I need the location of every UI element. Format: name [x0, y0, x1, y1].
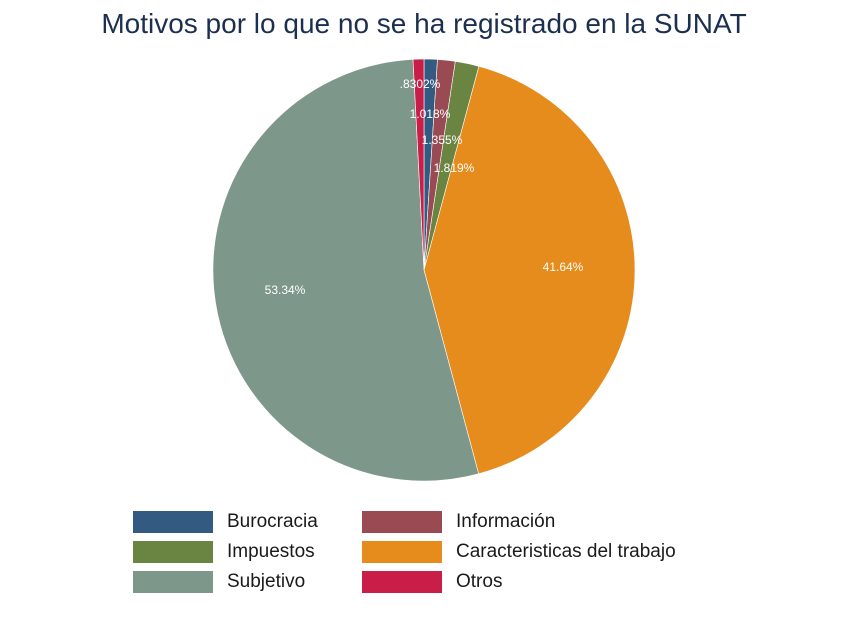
legend-label: Impuestos: [227, 541, 315, 562]
legend-item: Caracteristicas del trabajo: [362, 541, 676, 563]
legend-label: Burocracia: [227, 511, 318, 532]
chart-title: Motivos por lo que no se ha registrado e…: [101, 8, 747, 39]
pie-slice-subjetivo: [212, 58, 480, 482]
legend-swatch: [362, 511, 442, 533]
pie-labels: 1.018% 1.355% 1.819% 41.64% 53.34% .8302%: [265, 77, 584, 297]
pie-slices: [212, 58, 636, 482]
slice-label-burocracia: 1.018%: [410, 107, 451, 121]
legend-swatch: [133, 511, 213, 533]
legend-label: Caracteristicas del trabajo: [456, 541, 676, 562]
slice-label-otros: .8302%: [400, 77, 441, 91]
legend-item: Información: [362, 511, 555, 533]
pie-slice-otros: [412, 58, 425, 271]
legend-swatch: [133, 541, 213, 563]
slice-label-subjetivo: 53.34%: [265, 283, 306, 297]
legend-label: Información: [456, 511, 556, 532]
legend-swatch: [362, 571, 442, 593]
legend-label: Subjetivo: [227, 571, 306, 592]
legend-item: Impuestos: [133, 541, 315, 563]
legend-item: Burocracia: [133, 511, 318, 533]
slice-label-caracteristicas-del-trabajo: 41.64%: [543, 260, 584, 274]
slice-label-informaci-n: 1.355%: [422, 133, 463, 147]
legend-item: Otros: [362, 571, 502, 593]
legend-swatch: [133, 571, 213, 593]
legend-item: Subjetivo: [133, 571, 305, 593]
legend-swatch: [362, 541, 442, 563]
legend-label: Otros: [456, 571, 503, 592]
pie-slice-caracteristicas-del-trabajo: [423, 65, 636, 475]
slice-label-impuestos: 1.819%: [434, 161, 475, 175]
